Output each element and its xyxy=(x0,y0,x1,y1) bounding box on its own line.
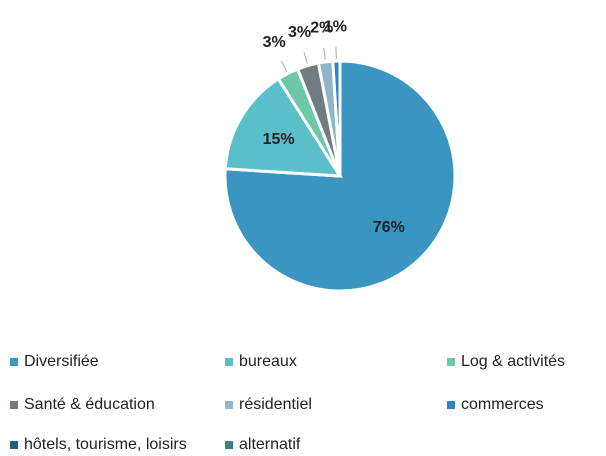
legend-marker xyxy=(225,358,233,366)
data-label: 76% xyxy=(373,219,405,236)
legend-label: alternatif xyxy=(239,436,301,453)
pie-slice xyxy=(331,59,342,177)
legend-label: Log & activités xyxy=(461,353,565,370)
legend-label: commerces xyxy=(461,396,544,413)
leader-line xyxy=(303,51,308,64)
legend-marker xyxy=(10,441,18,449)
legend-marker xyxy=(225,441,233,449)
data-label: 2% xyxy=(310,19,333,36)
legend-label: Diversifiée xyxy=(24,353,99,370)
leader-line xyxy=(280,60,288,72)
data-label: 3% xyxy=(288,24,311,41)
legend-label: bureaux xyxy=(239,353,297,370)
legend-marker xyxy=(447,358,455,366)
data-label: 1% xyxy=(324,18,347,35)
legend-marker xyxy=(225,401,233,409)
pie-slice xyxy=(223,59,457,293)
leader-line xyxy=(323,47,326,60)
legend-label: résidentiel xyxy=(239,396,312,413)
pie-slice xyxy=(223,76,343,178)
legend-marker xyxy=(447,401,455,409)
legend-label: hôtels, tourisme, loisirs xyxy=(24,436,187,453)
legend-marker xyxy=(10,401,18,409)
legend-label: Santé & éducation xyxy=(24,396,155,413)
data-label: 15% xyxy=(263,131,295,148)
legend-marker xyxy=(10,358,18,366)
data-label: 3% xyxy=(263,34,286,51)
